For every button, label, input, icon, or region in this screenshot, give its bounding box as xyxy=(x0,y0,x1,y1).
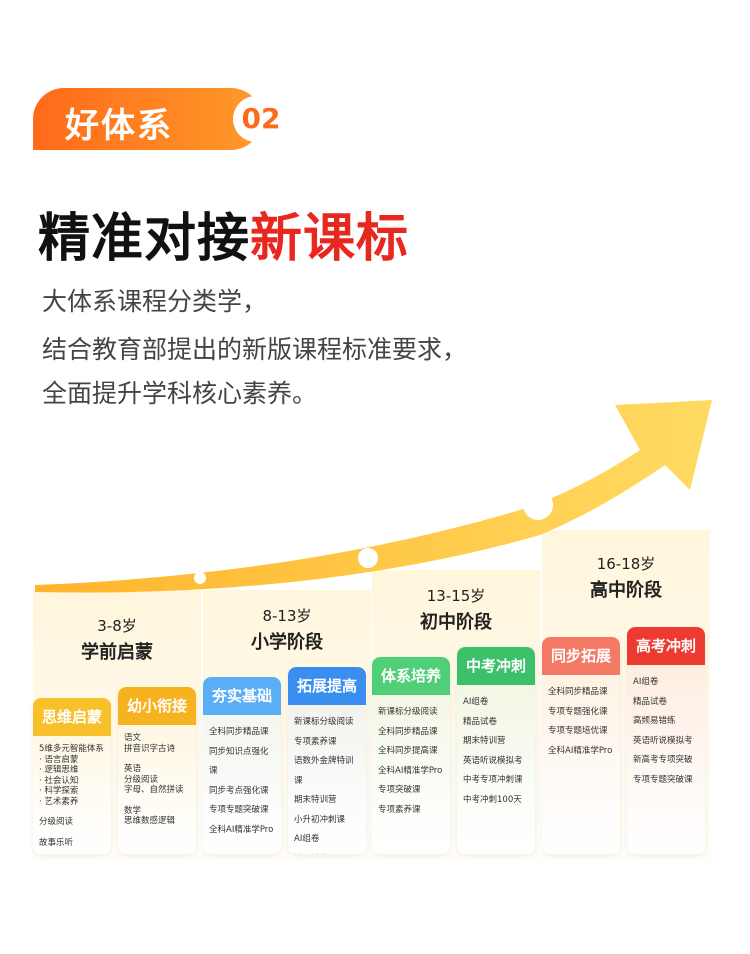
course-card: 体系培养新课标分级阅读全科同步精品课全科同步提高课全科AI精准学Pro专项突破课… xyxy=(372,657,450,854)
stage-label: 16-18岁高中阶段 xyxy=(542,553,710,602)
course-item: 专项专题强化课 xyxy=(548,703,614,723)
course-item: 数学 xyxy=(124,806,190,817)
course-item: 英语 xyxy=(124,764,190,775)
course-item: 全科同步精品课 xyxy=(209,723,275,743)
subtitle-line: 大体系课程分类学， xyxy=(42,282,267,318)
course-item: AI组卷 xyxy=(633,673,699,693)
course-item: 拼音识字古诗 xyxy=(124,744,190,755)
page-title: 精准对接新课标 xyxy=(38,196,409,271)
course-item: 语文 xyxy=(124,733,190,744)
course-item: 新课标分级阅读 xyxy=(294,713,360,733)
milestone-dot xyxy=(194,572,206,584)
course-card: 中考冲刺 AI组卷精品试卷期末特训营英语听说模拟考中考专项冲刺课中考冲刺100天 xyxy=(457,647,535,854)
milestone-dot xyxy=(523,490,553,520)
course-item: AI组卷 xyxy=(463,693,529,713)
course-item: 期末特训营 xyxy=(294,791,360,811)
course-item: 专项素养课 xyxy=(378,801,444,821)
section-badge: 好体系 02 xyxy=(33,88,262,150)
stage-label: 8-13岁小学阶段 xyxy=(203,605,371,654)
course-item: 同步考点强化课 xyxy=(209,782,275,802)
course-card-title: 体系培养 xyxy=(372,657,450,695)
course-item: 专项素养课 xyxy=(294,733,360,753)
course-item: 全科同步精品课 xyxy=(548,683,614,703)
course-card-title: 幼小衔接 xyxy=(118,687,196,725)
course-item: 专项突破课 xyxy=(378,781,444,801)
course-card-title: 中考冲刺 xyxy=(457,647,535,685)
course-item: 思维数感逻辑 xyxy=(124,816,190,827)
course-item: AI组卷 xyxy=(294,830,360,850)
course-item: · 科学探索 xyxy=(39,786,105,797)
course-item: · 社会认知 xyxy=(39,776,105,787)
course-card-title: 高考冲刺 xyxy=(627,627,705,665)
title-black: 精准对接 xyxy=(38,209,250,269)
course-item: 精品试卷 xyxy=(633,693,699,713)
stage-label: 3-8岁学前启蒙 xyxy=(33,615,201,664)
course-item: 全科同步提高课 xyxy=(378,742,444,762)
course-card: 思维启蒙 5维多元智能体系· 语言启蒙· 逻辑思维· 社会认知· 科学探索· 艺术… xyxy=(33,698,111,854)
course-card: 同步拓展全科同步精品课专项专题强化课专项专题培优课全科AI精准学Pro xyxy=(542,637,620,854)
course-item: 英语听说模拟考 xyxy=(463,752,529,772)
course-item: 分级阅读 xyxy=(39,817,105,828)
course-item: 全科同步精品课 xyxy=(378,723,444,743)
badge-number: 02 xyxy=(233,96,289,142)
course-item: 小升初冲刺课 xyxy=(294,811,360,831)
course-item: 新高考专项突破 xyxy=(633,751,699,771)
course-item: 字母、自然拼读 xyxy=(124,785,190,796)
course-item: 高频易错练 xyxy=(633,712,699,732)
course-item: 全科AI精准学Pro xyxy=(548,742,614,762)
course-card-title: 夯实基础 xyxy=(203,677,281,715)
course-item: 全科AI精准学Pro xyxy=(209,821,275,841)
course-card: 拓展提高新课标分级阅读专项素养课语数外金牌特训课期末特训营小升初冲刺课AI组卷精… xyxy=(288,667,366,854)
course-item: 期末特训营 xyxy=(463,732,529,752)
stage-label: 13-15岁初中阶段 xyxy=(372,585,540,634)
course-item: 5维多元智能体系 xyxy=(39,744,105,755)
course-card: 夯实基础全科同步精品课同步知识点强化课同步考点强化课专项专题突破课全科AI精准学… xyxy=(203,677,281,854)
course-item: 专项专题培优课 xyxy=(548,722,614,742)
course-item: · 语言启蒙 xyxy=(39,755,105,766)
course-card-title: 拓展提高 xyxy=(288,667,366,705)
course-item: · 逻辑思维 xyxy=(39,765,105,776)
course-item: 新课标分级阅读 xyxy=(378,703,444,723)
course-item: · 艺术素养 xyxy=(39,797,105,808)
course-item: 语数外金牌特训课 xyxy=(294,752,360,791)
course-card-title: 同步拓展 xyxy=(542,637,620,675)
course-card: 高考冲刺 AI组卷精品试卷高频易错练英语听说模拟考新高考专项突破专项专题突破课 xyxy=(627,627,705,854)
course-card: 幼小衔接语文拼音识字古诗英语分级阅读字母、自然拼读数学思维数感逻辑 xyxy=(118,687,196,854)
badge-label: 好体系 xyxy=(65,98,173,147)
course-item: 故事乐听 xyxy=(39,838,105,849)
course-item: 专项专题突破课 xyxy=(633,771,699,791)
course-item: 专项专题突破课 xyxy=(209,801,275,821)
course-item: 全科AI精准学Pro xyxy=(378,762,444,782)
course-item: 分级阅读 xyxy=(124,775,190,786)
milestone-dot xyxy=(358,548,378,568)
course-item: 精品试卷 xyxy=(463,713,529,733)
course-item: 英语听说模拟考 xyxy=(633,732,699,752)
course-item: 同步知识点强化课 xyxy=(209,743,275,782)
title-red: 新课标 xyxy=(250,209,409,269)
course-card-title: 思维启蒙 xyxy=(33,698,111,736)
course-item: 中考冲刺100天 xyxy=(463,791,529,811)
subtitle-line: 结合教育部提出的新版课程标准要求， xyxy=(42,330,467,366)
course-item: 精品试卷 xyxy=(294,850,360,855)
course-item: 中考专项冲刺课 xyxy=(463,771,529,791)
